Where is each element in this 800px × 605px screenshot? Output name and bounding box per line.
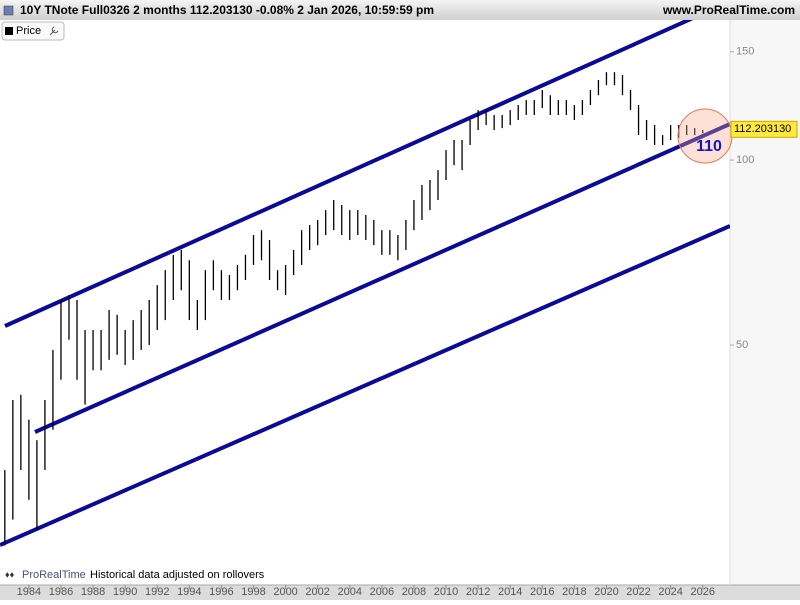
x-tick-label: 2026 (690, 586, 714, 598)
x-tick-label: 2014 (498, 586, 522, 598)
settings-icon[interactable] (49, 26, 59, 36)
x-tick-label: 2000 (273, 586, 297, 598)
x-tick-label: 2012 (466, 586, 490, 598)
x-tick-label: 2002 (305, 586, 329, 598)
x-tick-label: 1994 (177, 586, 201, 598)
last-price-label: 112.203130 (734, 123, 791, 135)
x-tick-label: 2024 (658, 586, 682, 598)
y-axis-panel (730, 20, 800, 585)
x-axis-panel (0, 585, 800, 600)
annotation: 110 (696, 138, 722, 155)
x-tick-label: 2018 (562, 586, 586, 598)
header-bar (0, 0, 800, 20)
x-tick-label: 2016 (530, 586, 554, 598)
x-tick-label: 2010 (434, 586, 458, 598)
y-tick-label: 100 (736, 154, 754, 166)
x-tick-label: 1998 (241, 586, 265, 598)
x-tick-label: 2006 (370, 586, 394, 598)
channel-upper (4, 20, 694, 328)
y-tick-label: 150 (736, 46, 754, 58)
legend-label: Price (16, 25, 41, 37)
legend[interactable] (1, 21, 65, 41)
header-icon (3, 5, 14, 16)
x-tick-label: 1996 (209, 586, 233, 598)
footer-note: Historical data adjusted on rollovers (90, 569, 265, 581)
brand: ProRealTime (22, 569, 86, 581)
x-tick-label: 2004 (338, 586, 362, 598)
y-tick-label: 50 (736, 339, 748, 351)
source: www.ProRealTime.com (662, 3, 795, 17)
x-tick-label: 1986 (49, 586, 73, 598)
footer-icon: ♦♦ (5, 569, 15, 579)
plot-area (0, 20, 730, 547)
x-tick-label: 2020 (594, 586, 618, 598)
x-tick-label: 1990 (113, 586, 137, 598)
x-tick-label: 2022 (626, 586, 650, 598)
x-tick-label: 1984 (17, 586, 41, 598)
legend-swatch (5, 27, 13, 35)
x-tick-label: 2008 (402, 586, 426, 598)
channel-lower (0, 224, 730, 547)
chart-title: 10Y TNote Full0326 2 months 112.203130 -… (20, 3, 434, 17)
channel-middle (34, 122, 730, 434)
last-price-box (730, 120, 798, 138)
x-tick-label: 1992 (145, 586, 169, 598)
x-tick-label: 1988 (81, 586, 105, 598)
